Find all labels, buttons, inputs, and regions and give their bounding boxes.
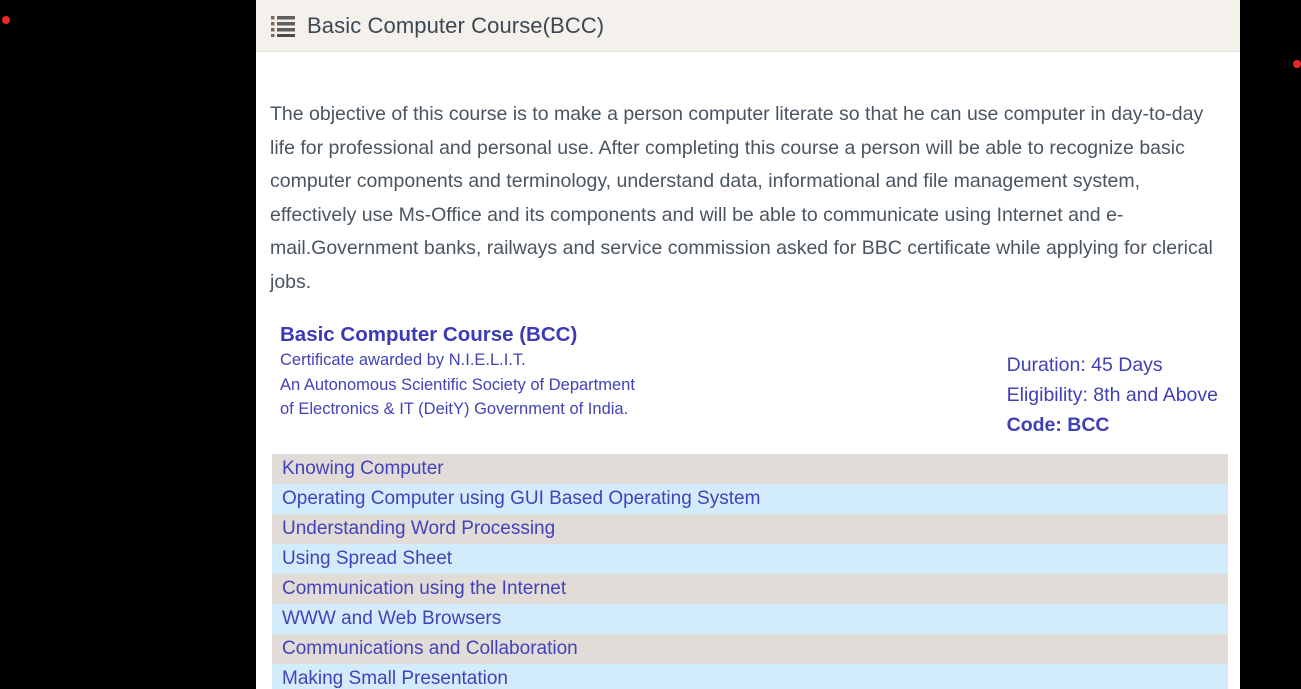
panel-body: The objective of this course is to make …	[256, 52, 1240, 689]
page-title: Basic Computer Course(BCC)	[307, 12, 605, 38]
content-panel: Basic Computer Course(BCC) The objective…	[256, 0, 1240, 689]
certificate-block: Basic Computer Course (BCC) Certificate …	[272, 317, 635, 422]
viewport-marker-right-dot	[1293, 60, 1301, 68]
topic-row: Understanding Word Processing	[272, 514, 1228, 544]
topic-row: Communication using the Internet	[272, 574, 1228, 604]
course-eligibility: Eligibility: 8th and Above	[1006, 384, 1218, 406]
viewport-marker-left-dot	[2, 16, 10, 24]
course-objective-text: The objective of this course is to make …	[270, 103, 1213, 293]
topic-row: Using Spread Sheet	[272, 544, 1228, 574]
certificate-title: Basic Computer Course (BCC)	[280, 323, 578, 346]
topic-row: Operating Computer using GUI Based Opera…	[272, 484, 1228, 514]
certificate-line-2: An Autonomous Scientific Society of Depa…	[280, 375, 635, 394]
list-icon	[271, 15, 295, 37]
topic-row: Knowing Computer	[272, 454, 1228, 484]
topic-row: Making Small Presentation	[272, 664, 1228, 689]
certificate-line-3: of Electronics & IT (DeitY) Government o…	[280, 400, 629, 418]
topic-row: WWW and Web Browsers	[272, 604, 1228, 634]
panel-header: Basic Computer Course(BCC)	[256, 0, 1240, 52]
certificate-line-1: Certificate awarded by N.I.E.L.I.T.	[280, 351, 526, 369]
course-code: Code: BCC	[1006, 414, 1110, 436]
course-duration: Duration: 45 Days	[1006, 354, 1163, 376]
course-info-graphic: Basic Computer Course (BCC) Certificate …	[272, 317, 1228, 689]
course-info-graphic-top: Basic Computer Course (BCC) Certificate …	[272, 317, 1228, 454]
topic-row: Communications and Collaboration	[272, 634, 1228, 664]
course-topic-list: Knowing Computer Operating Computer usin…	[272, 454, 1228, 689]
course-meta-block: Duration: 45 Days Eligibility: 8th and A…	[1007, 317, 1228, 440]
